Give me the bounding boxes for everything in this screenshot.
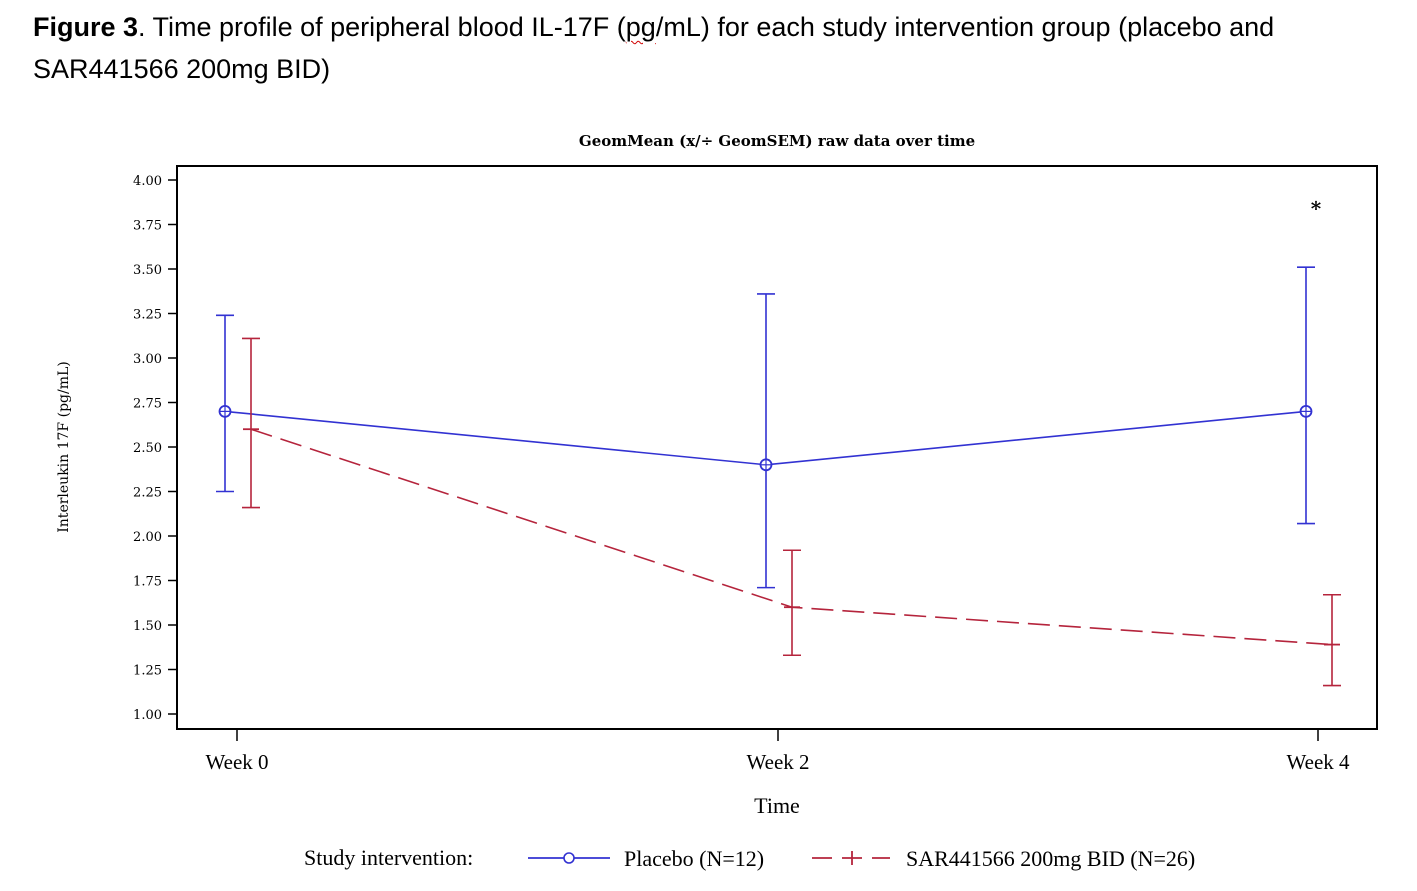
x-axis-label: Time xyxy=(754,793,800,818)
x-tick-label: Week 2 xyxy=(746,750,809,774)
x-axis: Week 0 Week 2 Week 4 xyxy=(205,729,1350,774)
series-layer xyxy=(216,266,1341,687)
significance-marker: * xyxy=(1311,196,1322,220)
figure-label: Figure 3 xyxy=(33,12,139,42)
legend-item: SAR441566 200mg BID (N=26) xyxy=(812,846,1195,871)
y-tick-label: 1.00 xyxy=(133,708,162,723)
y-tick-label: 1.50 xyxy=(133,619,162,634)
y-tick-label: 2.00 xyxy=(133,530,162,545)
y-tick-label: 2.25 xyxy=(133,486,162,501)
y-tick-label: 3.25 xyxy=(133,308,162,323)
legend-item: Placebo (N=12) xyxy=(528,846,764,871)
series-placebo xyxy=(216,266,1315,589)
y-tick-label: 1.75 xyxy=(133,575,162,590)
y-tick-label: 3.50 xyxy=(133,263,162,278)
caption-underlined-word: pg xyxy=(625,12,656,42)
legend-label: Placebo (N=12) xyxy=(624,846,764,871)
y-tick-label: 4.00 xyxy=(133,174,162,189)
plot-frame xyxy=(176,165,1378,730)
y-axis: 1.00 1.25 1.50 1.75 2.00 2.25 2.50 2.75 3.00 3.25… xyxy=(133,174,177,723)
y-tick-label: 3.75 xyxy=(133,219,162,234)
y-axis-label: Interleukin 17F (pg/mL) xyxy=(56,361,72,532)
x-tick-label: Week 0 xyxy=(205,750,268,774)
legend-marker-circle-icon xyxy=(563,852,575,864)
figure-caption: Figure 3. Time profile of peripheral blo… xyxy=(33,6,1403,90)
series-sar441566 xyxy=(242,337,1341,687)
y-tick-label: 1.25 xyxy=(133,664,162,679)
caption-text-2: /mL) for each study intervention group (… xyxy=(33,12,1275,84)
y-tick-label: 2.75 xyxy=(133,397,162,412)
annotation-layer: * xyxy=(1311,196,1322,220)
chart-title: GeomMean (x/÷ GeomSEM) raw data over tim… xyxy=(579,132,975,150)
caption-text-1: . Time profile of peripheral blood IL-17… xyxy=(138,12,626,42)
legend-title: Study intervention: xyxy=(304,845,473,870)
x-tick-label: Week 4 xyxy=(1286,750,1350,774)
y-tick-label: 2.50 xyxy=(133,441,162,456)
legend: Study intervention: Placebo (N=12) SAR441… xyxy=(304,845,1195,871)
legend-label: SAR441566 200mg BID (N=26) xyxy=(906,846,1195,871)
y-tick-label: 3.00 xyxy=(133,352,162,367)
